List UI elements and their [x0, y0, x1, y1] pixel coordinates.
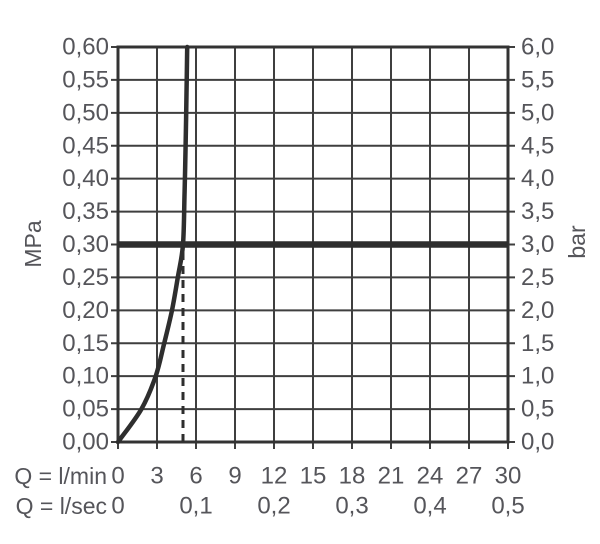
- y-left-tick-label: 0,55: [62, 66, 109, 93]
- tick-labels-layer: 0,60 6,00,55 5,50,50 5,00,45 4,50,40 4,00,35 3…: [62, 34, 554, 520]
- y-right-tick-label: 1,5: [521, 330, 554, 357]
- x-lsec-tick-label: 0: [111, 493, 124, 520]
- y-right-tick-label: 5,0: [521, 99, 554, 126]
- y-left-tick-label: 0,15: [62, 330, 109, 357]
- flow-pressure-curve: [115, 44, 190, 445]
- y-left-tick-label: 0,00: [62, 429, 109, 456]
- x-lmin-tick-label: 12: [261, 463, 288, 490]
- x-lmin-tick-label: 24: [417, 463, 444, 490]
- x-lsec-tick-label: 0,3: [335, 493, 368, 520]
- y-left-tick-label: 0,30: [62, 231, 109, 258]
- x-axis-lmin-unit-label: Q = l/min: [14, 463, 107, 489]
- y-right-tick-label: 6,0: [521, 34, 554, 61]
- x-lmin-tick-label: 21: [378, 463, 405, 490]
- y-left-tick-label: 0,25: [62, 264, 109, 291]
- x-lmin-tick-label: 30: [495, 463, 522, 490]
- x-lmin-tick-label: 6: [189, 463, 202, 490]
- x-lsec-tick-label: 0,4: [413, 493, 446, 520]
- y-left-tick-label: 0,20: [62, 297, 109, 324]
- y-left-axis-unit-label: MPa: [20, 220, 46, 268]
- x-lmin-tick-label: 18: [339, 463, 366, 490]
- y-right-tick-label: 2,0: [521, 297, 554, 324]
- marks-layer: [115, 44, 510, 445]
- y-right-tick-label: 2,5: [521, 264, 554, 291]
- x-axis-lsec-unit-label: Q = l/sec: [16, 493, 107, 519]
- x-lmin-tick-label: 3: [150, 463, 163, 490]
- x-lsec-tick-label: 0,5: [491, 493, 524, 520]
- x-lmin-tick-label: 0: [111, 463, 124, 490]
- y-right-tick-label: 3,5: [521, 198, 554, 225]
- y-left-tick-label: 0,40: [62, 165, 109, 192]
- y-left-tick-label: 0,35: [62, 198, 109, 225]
- y-left-tick-label: 0,45: [62, 132, 109, 159]
- x-lsec-tick-label: 0,1: [179, 493, 212, 520]
- x-lsec-tick-label: 0,2: [257, 493, 290, 520]
- x-lmin-tick-label: 15: [300, 463, 327, 490]
- x-lmin-tick-label: 9: [228, 463, 241, 490]
- y-right-tick-label: 0,0: [521, 429, 554, 456]
- y-right-tick-label: 4,0: [521, 165, 554, 192]
- y-right-tick-label: 0,5: [521, 396, 554, 423]
- y-right-tick-label: 5,5: [521, 66, 554, 93]
- y-right-axis-unit-label: bar: [564, 225, 590, 259]
- grid-layer: [111, 46, 515, 449]
- y-left-tick-label: 0,60: [62, 34, 109, 61]
- y-right-tick-label: 3,0: [521, 231, 554, 258]
- y-left-tick-label: 0,50: [62, 99, 109, 126]
- x-lmin-tick-label: 27: [456, 463, 483, 490]
- y-left-tick-label: 0,05: [62, 396, 109, 423]
- y-right-tick-label: 1,0: [521, 363, 554, 390]
- y-left-tick-label: 0,10: [62, 363, 109, 390]
- y-right-tick-label: 4,5: [521, 132, 554, 159]
